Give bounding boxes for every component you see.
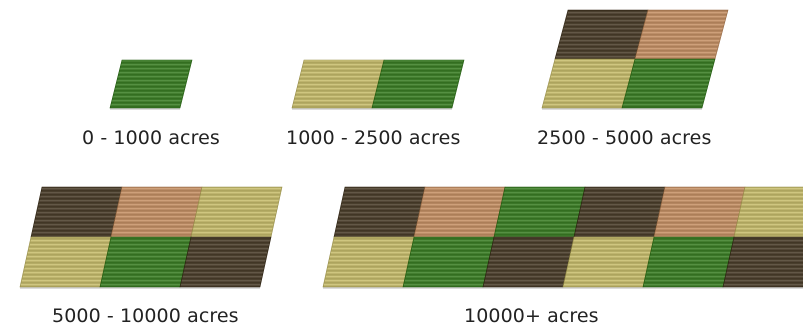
field-tile-light-soil bbox=[653, 186, 746, 238]
field-tile-dark-soil bbox=[573, 186, 666, 238]
field-tile-tan bbox=[733, 186, 803, 238]
field-tile-tan bbox=[322, 236, 415, 288]
field-tile-green bbox=[109, 59, 193, 109]
field-tile-green bbox=[642, 236, 735, 288]
field-tile-tan bbox=[562, 236, 655, 288]
tier-2-label: 1000 - 2500 acres bbox=[286, 127, 461, 149]
tier-4-label: 5000 - 10000 acres bbox=[52, 305, 239, 327]
field-tile-green bbox=[621, 58, 716, 109]
field-tile-green bbox=[493, 186, 586, 238]
tier-5-label: 10000+ acres bbox=[464, 305, 599, 327]
tier-3-label: 2500 - 5000 acres bbox=[537, 127, 712, 149]
field-tile-dark-soil bbox=[482, 236, 575, 288]
field-tile-green bbox=[371, 59, 465, 109]
field-tile-dark-soil bbox=[722, 236, 803, 288]
field-tile-green bbox=[402, 236, 495, 288]
field-tile-dark-soil bbox=[333, 186, 426, 238]
tier-1-label: 0 - 1000 acres bbox=[82, 127, 220, 149]
field-tile-light-soil bbox=[413, 186, 506, 238]
field-tile-dark-soil bbox=[179, 236, 272, 288]
